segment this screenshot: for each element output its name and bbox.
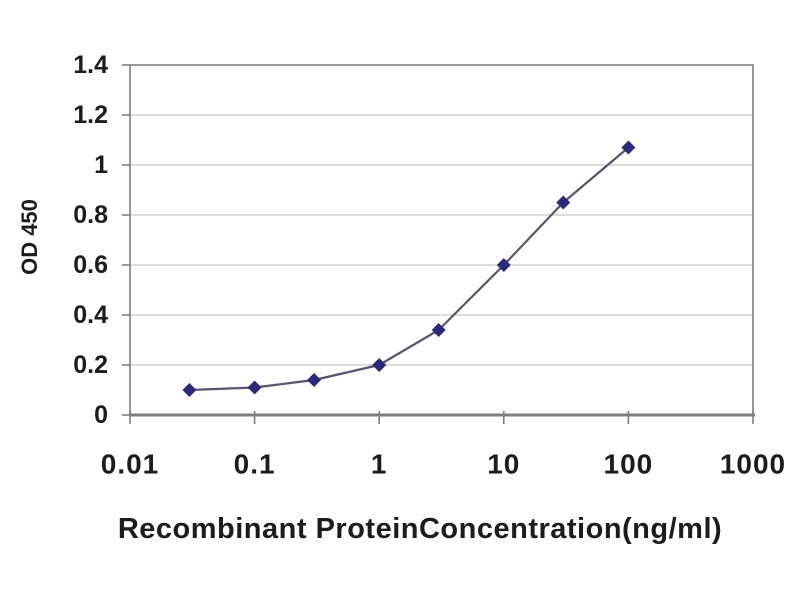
y-tick-label: 0.4 [73, 301, 108, 329]
plot-frame [129, 64, 754, 416]
data-point-marker [247, 380, 262, 395]
x-tick-label: 1000 [720, 449, 786, 480]
data-point-marker [431, 323, 446, 337]
y-tick-label: 0.6 [73, 251, 108, 279]
x-tick-label: 10 [487, 449, 520, 480]
y-tick-label: 1 [94, 151, 108, 179]
y-tick-label: 0.8 [73, 201, 108, 229]
y-tick-label: 1.2 [73, 101, 108, 129]
x-tick-label: 0.01 [101, 449, 160, 480]
data-point-marker [307, 373, 322, 387]
y-tick-label: 0 [94, 401, 108, 429]
data-point-marker [621, 140, 636, 155]
data-point-marker [372, 358, 387, 372]
x-tick-label: 100 [604, 449, 654, 480]
y-tick-label: 1.4 [73, 51, 108, 79]
y-tick-label: 0.2 [73, 351, 108, 379]
series-line [189, 146, 630, 392]
x-axis-title: Recombinant ProteinConcentration(ng/ml) [117, 513, 723, 545]
y-axis-title: OD 450 [17, 199, 42, 275]
x-tick-label: 1 [371, 449, 388, 480]
data-point-marker [556, 195, 571, 210]
data-point-marker [182, 383, 197, 397]
x-tick-label: 0.1 [234, 449, 276, 480]
data-point-marker [496, 258, 511, 272]
